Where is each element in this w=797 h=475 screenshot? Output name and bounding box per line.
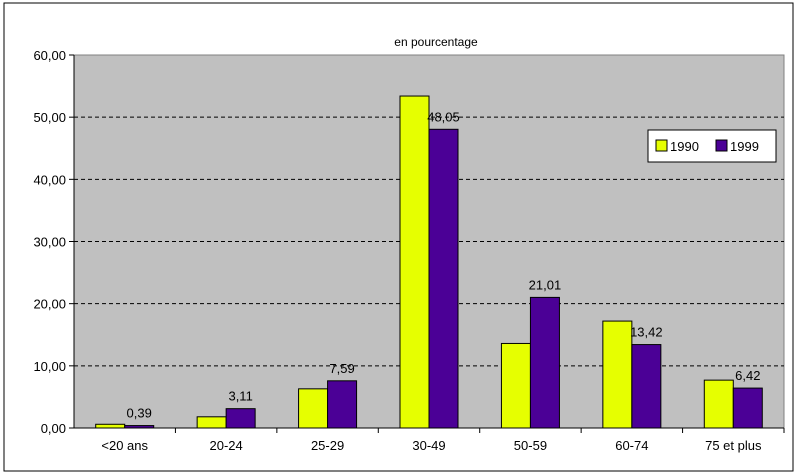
x-tick-label: <20 ans <box>101 438 148 453</box>
data-label: 6,42 <box>735 368 760 383</box>
bar-1990 <box>399 95 430 429</box>
data-label: 13,42 <box>630 325 663 340</box>
bar-1990 <box>196 416 227 429</box>
x-tick-label: 20-24 <box>210 438 243 453</box>
legend-label-1999: 1999 <box>730 139 759 154</box>
x-tick-label: 75 et plus <box>705 438 762 453</box>
bar-1999 <box>732 387 763 429</box>
x-tick-label: 60-74 <box>615 438 648 453</box>
x-tick-label: 30-49 <box>412 438 445 453</box>
data-label: 0,39 <box>127 406 152 421</box>
y-tick-label: 0,00 <box>41 421 66 436</box>
legend-swatch-1990 <box>655 139 668 152</box>
y-tick-label: 10,00 <box>33 359 66 374</box>
data-label: 3,11 <box>228 389 252 404</box>
bar-1990 <box>298 388 329 429</box>
legend-box <box>647 129 777 163</box>
chart-title: en pourcentage <box>394 35 478 49</box>
bar-1999 <box>428 128 459 429</box>
bars: 0,39 3,11 7,59 48,05 21,01 13,42 6,42 <box>95 95 763 429</box>
data-label: 48,05 <box>427 109 460 124</box>
legend: 1990 1999 <box>647 129 777 163</box>
bar-1990 <box>500 342 531 429</box>
legend-swatch-1999 <box>715 139 728 152</box>
bar-1990 <box>703 379 734 429</box>
y-tick-label: 40,00 <box>33 172 66 187</box>
data-label: 7,59 <box>329 361 354 376</box>
legend-label-1990: 1990 <box>670 139 699 154</box>
y-tick-label: 50,00 <box>33 110 66 125</box>
bar-1999 <box>225 408 256 429</box>
y-axis: 0,00 10,00 20,00 30,00 40,00 50,00 60,00 <box>33 48 75 436</box>
y-tick-label: 60,00 <box>33 48 66 63</box>
bar-1990 <box>95 423 126 429</box>
bar-1999 <box>327 380 358 429</box>
bar-1999 <box>124 425 155 429</box>
bar-1990 <box>602 320 633 429</box>
bar-1999 <box>631 344 662 429</box>
x-tick-label: 25-29 <box>311 438 344 453</box>
bar-1999 <box>529 296 560 429</box>
y-tick-label: 20,00 <box>33 297 66 312</box>
x-tick-label: 50-59 <box>514 438 547 453</box>
data-label: 21,01 <box>529 277 562 292</box>
y-tick-label: 30,00 <box>33 235 66 250</box>
